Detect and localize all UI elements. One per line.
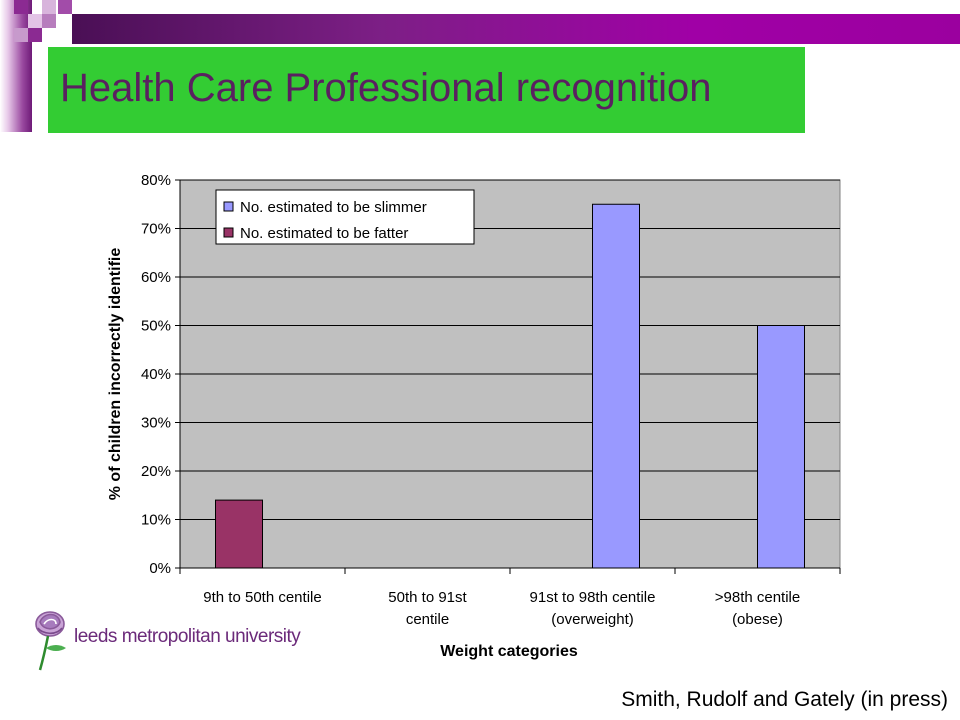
- top-decor-band: [72, 14, 960, 44]
- y-tick-label: 10%: [141, 512, 171, 529]
- decor-square: [28, 14, 42, 28]
- leeds-met-logo-icon: [35, 611, 66, 671]
- left-decor-band: [0, 0, 32, 132]
- y-tick-label: 80%: [141, 172, 171, 189]
- y-tick-label: 40%: [141, 366, 171, 383]
- x-tick-label: >98th centile: [715, 589, 800, 606]
- y-axis-label: % of children incorrectly identifie: [107, 248, 124, 501]
- x-axis-label: Weight categories: [440, 643, 578, 660]
- bar-slimmer: [592, 203, 640, 569]
- x-tick-label: 9th to 50th centile: [203, 589, 321, 606]
- legend-label: No. estimated to be slimmer: [240, 199, 427, 216]
- y-tick-label: 60%: [141, 269, 171, 286]
- y-tick-label: 50%: [141, 318, 171, 335]
- logo-text: leeds metropolitan university: [74, 626, 301, 647]
- legend: [215, 189, 475, 245]
- legend-label: No. estimated to be fatter: [240, 225, 408, 242]
- y-tick-label: 70%: [141, 221, 171, 238]
- title-banner: [48, 47, 805, 133]
- bar-fatter: [215, 499, 263, 569]
- x-tick-label: (obese): [732, 611, 783, 628]
- slide-title: Health Care Professional recognition: [60, 66, 712, 110]
- bar-slimmer: [757, 325, 805, 569]
- citation: Smith, Rudolf and Gately (in press): [621, 688, 948, 711]
- y-tick-label: 30%: [141, 415, 171, 432]
- decor-square: [28, 28, 42, 42]
- y-tick-label: 0%: [149, 560, 171, 577]
- decor-square: [42, 0, 56, 14]
- x-tick-label: centile: [406, 611, 449, 628]
- decor-square: [42, 14, 56, 28]
- y-tick-label: 20%: [141, 463, 171, 480]
- x-tick-label: (overweight): [551, 611, 634, 628]
- legend-swatch: [223, 227, 234, 238]
- x-tick-label: 91st to 98th centile: [530, 589, 656, 606]
- decor-square: [58, 0, 72, 14]
- legend-swatch: [223, 201, 234, 212]
- decor-square: [14, 0, 28, 14]
- decor-square: [14, 28, 28, 42]
- x-tick-label: 50th to 91st: [388, 589, 467, 606]
